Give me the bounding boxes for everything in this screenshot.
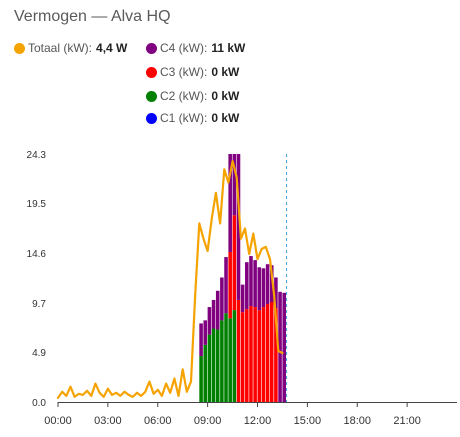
bar-segment-c3 xyxy=(232,215,237,311)
y-tick-label: 0.0 xyxy=(32,398,46,409)
legend-label: Totaal (kW): xyxy=(28,41,93,55)
bar-segment-c3 xyxy=(261,307,266,402)
y-tick-label: 24.3 xyxy=(27,150,47,161)
bar-segment-c2 xyxy=(199,356,203,402)
legend-label: C2 (kW): xyxy=(160,89,208,103)
y-tick-label: 14.6 xyxy=(27,249,47,260)
legend-dot-icon xyxy=(146,90,157,102)
legend-item-totaal[interactable]: Totaal (kW): 4,4 W xyxy=(14,41,127,55)
x-tick-label: 00:00 xyxy=(44,415,72,427)
legend-dot-icon xyxy=(146,42,157,54)
bar-segment-c2 xyxy=(220,320,224,402)
bar-segment-c4 xyxy=(224,257,228,314)
x-tick-label: 12:00 xyxy=(244,415,272,427)
bar-segment-c4 xyxy=(211,299,216,329)
bar-segment-c3 xyxy=(236,299,241,402)
y-tick-label: 9.7 xyxy=(32,299,46,310)
bar-segment-c2 xyxy=(211,328,216,402)
bar-segment-c4 xyxy=(228,154,232,252)
bar-segment-c3 xyxy=(240,312,245,402)
legend-dot-icon xyxy=(146,66,157,78)
x-tick-label: 15:00 xyxy=(294,415,322,427)
bar-segment-c4 xyxy=(261,268,266,308)
bar-segment-c4 xyxy=(199,323,203,357)
legend-value: 4,4 W xyxy=(96,41,128,55)
bar-segment-c3 xyxy=(253,307,257,402)
bar-segment-c4 xyxy=(282,292,286,402)
bar-segment-c2 xyxy=(232,310,237,402)
legend-dot-icon xyxy=(146,112,157,124)
bar-segment-c4 xyxy=(274,277,278,309)
bar-segment-c4 xyxy=(249,256,253,307)
bar-segment-c3 xyxy=(265,304,270,402)
bar-segment-c4 xyxy=(245,262,249,310)
legend-value: 0 kW xyxy=(211,65,240,79)
bar-segment-c4 xyxy=(236,154,241,300)
legend-label: C4 (kW): xyxy=(160,41,208,55)
y-tick-label: 4.9 xyxy=(32,348,46,359)
y-tick-label: 19.5 xyxy=(27,199,47,210)
bar-segment-c2 xyxy=(203,344,208,402)
legend-item-c4[interactable]: C4 (kW): 11 kW xyxy=(146,41,245,55)
legend-value: 0 kW xyxy=(211,111,240,125)
legend-item-c2[interactable]: C2 (kW): 0 kW xyxy=(146,89,239,103)
x-tick-label: 03:00 xyxy=(94,415,122,427)
bar-segment-c4 xyxy=(220,277,224,321)
bar-segment-c3 xyxy=(274,308,278,402)
bar-segment-c4 xyxy=(278,291,282,402)
bar-segment-c3 xyxy=(257,310,262,402)
bar-segment-c4 xyxy=(240,284,245,313)
legend-item-c1[interactable]: C1 (kW): 0 kW xyxy=(146,111,239,125)
legend-value: 0 kW xyxy=(211,89,240,103)
x-tick-label: 06:00 xyxy=(144,415,172,427)
x-tick-label: 09:00 xyxy=(194,415,222,427)
bar-segment-c4 xyxy=(265,264,270,305)
x-tick-label: 18:00 xyxy=(343,415,371,427)
legend-item-c3[interactable]: C3 (kW): 0 kW xyxy=(146,65,239,79)
series-line-totaal xyxy=(56,160,284,399)
bar-segment-c4 xyxy=(257,267,262,311)
bar-segment-c4 xyxy=(215,290,220,330)
bar-segment-c4 xyxy=(203,320,208,345)
bar-segment-c3 xyxy=(249,306,253,402)
legend-dot-icon xyxy=(14,42,25,54)
bar-segment-c2 xyxy=(228,318,232,402)
bar-segment-c2 xyxy=(215,329,220,402)
bar-segment-c3 xyxy=(269,301,274,402)
bar-segment-c4 xyxy=(207,307,212,335)
bar-segment-c4 xyxy=(232,154,237,216)
card-title: Vermogen — Alva HQ xyxy=(14,8,171,25)
bar-segment-c4 xyxy=(253,260,257,308)
legend-label: C3 (kW): xyxy=(160,65,208,79)
bar-segment-c3 xyxy=(245,309,249,402)
legend-label: C1 (kW): xyxy=(160,111,208,125)
bar-segment-c2 xyxy=(207,334,212,402)
legend-value: 11 kW xyxy=(211,41,246,55)
bar-segment-c3 xyxy=(228,251,232,319)
x-tick-label: 21:00 xyxy=(393,415,421,427)
bar-segment-c2 xyxy=(224,313,228,402)
